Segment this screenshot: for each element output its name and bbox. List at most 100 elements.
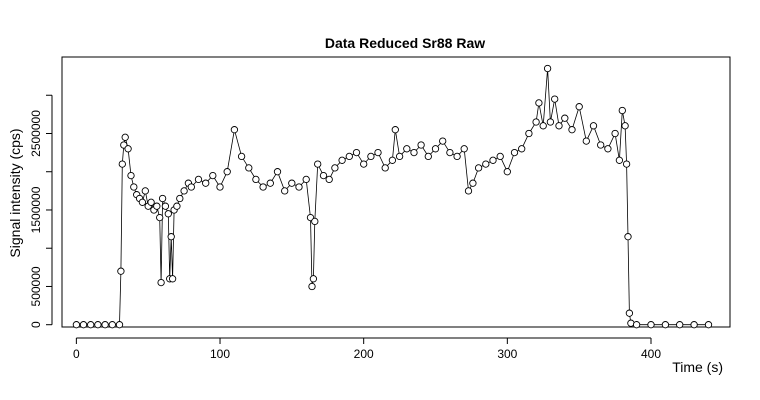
data-point [118,160,126,168]
data-point [431,145,440,153]
data-point [474,164,483,172]
data-point [124,145,132,153]
data-point [575,103,583,111]
data-point [539,122,547,130]
data-point [410,148,418,157]
x-tick-label: 0 [73,347,80,361]
data-point [202,179,210,187]
data-point [582,137,590,145]
data-point [555,122,563,130]
data-point [391,126,399,134]
data-point [209,171,217,180]
data-point [319,171,328,180]
data-point [381,164,389,172]
series-line [76,68,709,326]
data-point [273,168,282,176]
data-point [568,126,576,134]
data-point [367,152,375,161]
data-point [308,282,316,291]
y-tick-label: 1500000 [29,186,43,233]
data-point [543,64,552,73]
data-point [615,156,624,164]
y-tick-label: 2500000 [29,110,43,157]
x-tick-label: 400 [641,347,661,361]
data-point [127,171,135,180]
series-layer [72,64,713,329]
data-point [153,202,161,210]
data-point [624,233,632,241]
data-point [690,321,698,329]
y-axis-title: Signal intensity (cps) [7,128,23,257]
data-point [141,187,149,195]
data-point [621,122,629,130]
data-point [121,133,129,141]
data-point [252,175,260,184]
data-point [230,126,239,134]
data-point [164,210,172,218]
data-point [314,160,322,168]
data-point [424,152,432,161]
chart-title: Data Reduced Sr88 Raw [325,35,485,51]
data-point [259,183,267,191]
data-point [94,321,102,329]
data-point [632,321,641,329]
data-point [288,179,296,187]
data-point [446,148,454,157]
x-axis: 0 100 200 300 400 [73,337,661,361]
data-point [704,321,713,329]
data-point [439,137,447,145]
data-point [532,118,540,126]
data-point [87,321,95,329]
data-point [525,129,533,138]
data-point [72,321,81,329]
data-point [79,321,88,329]
data-point [138,198,147,206]
plot-frame [61,56,731,328]
data-point [115,321,124,329]
data-point [618,106,626,115]
data-point [535,99,543,107]
data-point [168,275,177,283]
data-point [489,156,497,164]
data-point [482,160,490,168]
data-point [237,152,246,161]
data-point [180,187,188,195]
data-point [661,321,670,329]
data-point [245,164,253,172]
x-tick-label: 200 [354,347,374,361]
data-point [338,156,346,164]
y-tick-label: 0 [29,321,43,328]
data-point [496,152,504,161]
data-point [331,164,339,172]
data-point [611,129,619,138]
data-point [156,213,164,222]
data-point [561,114,569,122]
x-axis-title: Time (s) [672,359,723,375]
data-point [309,275,318,283]
data-point [518,145,526,153]
data-point [216,183,224,191]
data-point [161,202,170,210]
data-point [625,309,634,317]
data-point [395,152,404,161]
data-point [266,179,274,187]
data-point [130,183,138,191]
data-point [622,160,631,168]
data-point [589,122,598,130]
data-point [295,183,303,191]
data-point [223,168,231,176]
y-axis: 0 500000 1500000 2500000 [29,94,53,328]
data-point [453,152,461,161]
data-point [167,233,175,241]
data-point [302,175,310,184]
data-point [101,321,109,329]
data-point [597,141,605,149]
data-point [345,152,353,161]
data-point [176,194,184,203]
data-point [647,321,655,329]
data-point [460,145,468,153]
data-point [147,198,155,206]
data-point [469,179,477,187]
